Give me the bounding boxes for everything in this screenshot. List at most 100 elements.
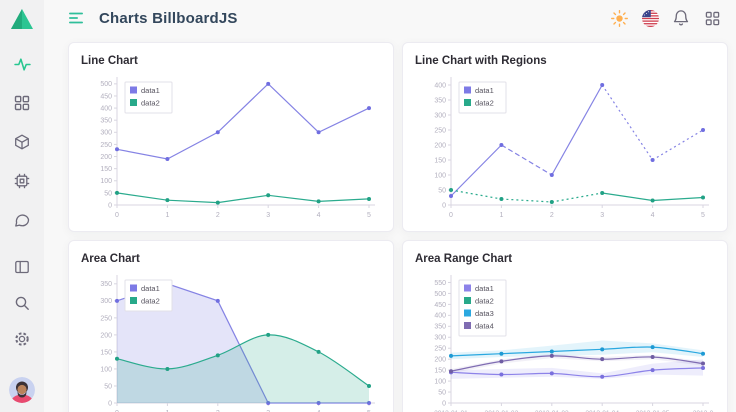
svg-text:350: 350 [100, 281, 112, 288]
svg-text:3: 3 [266, 212, 270, 219]
sidebar-item-charts[interactable] [13, 55, 31, 73]
svg-text:data3: data3 [475, 309, 494, 318]
sidebar-item-dashboard[interactable] [13, 94, 31, 112]
svg-text:50: 50 [104, 383, 112, 390]
activity-icon [13, 57, 31, 71]
svg-text:2013-0: 2013-0 [693, 410, 714, 412]
chart-area: 0 50 100 150 200 250 300 350 400 450 500 0 1 2 3 4 5 data… [81, 73, 381, 223]
avatar-image [9, 377, 35, 403]
sun-icon [610, 9, 628, 27]
svg-text:2013-01-01: 2013-01-01 [434, 410, 468, 412]
sidebar-item-search[interactable] [13, 294, 31, 312]
svg-text:150: 150 [100, 349, 112, 356]
svg-text:200: 200 [434, 142, 446, 149]
svg-text:0: 0 [442, 400, 446, 407]
chart-legend[interactable]: data1 data2 data3 data4 [458, 279, 507, 337]
charts-grid: Line Chart 0 50 100 150 200 250 300 350 400 450 50… [44, 36, 736, 412]
series-data2 [115, 332, 371, 403]
header-actions [610, 9, 721, 27]
theme-toggle-button[interactable] [610, 9, 628, 27]
svg-text:5: 5 [701, 212, 705, 219]
sidebar-nav [13, 55, 31, 229]
svg-text:100: 100 [434, 378, 446, 385]
line-regions-chart-canvas[interactable]: 0 50 100 150 200 250 300 350 400 0 1 2 3 4 5 data1 data2 [415, 73, 715, 223]
svg-text:50: 50 [438, 389, 446, 396]
svg-text:350: 350 [100, 118, 112, 125]
svg-text:4: 4 [317, 410, 321, 412]
chart-axes: 0 50 100 150 200 250 300 350 400 0 1 2 3 4 5 [434, 77, 709, 219]
cpu-icon [14, 173, 30, 189]
svg-text:2013-01-03: 2013-01-03 [535, 410, 569, 412]
svg-text:100: 100 [100, 366, 112, 373]
svg-text:300: 300 [100, 130, 112, 137]
svg-text:3: 3 [266, 410, 270, 412]
svg-text:350: 350 [434, 97, 446, 104]
hamburger-menu-button[interactable] [68, 10, 84, 26]
header: Charts BillboardJS [44, 0, 736, 36]
us-flag-icon [641, 9, 659, 27]
svg-text:150: 150 [100, 166, 112, 173]
sidebar-item-settings[interactable] [13, 330, 31, 348]
chart-title: Line Chart with Regions [415, 55, 547, 67]
sidebar-item-layout[interactable] [13, 258, 31, 276]
apps-menu-button[interactable] [703, 9, 721, 27]
svg-text:2: 2 [216, 410, 220, 412]
svg-text:2: 2 [550, 212, 554, 219]
svg-text:2013-01-05: 2013-01-05 [636, 410, 670, 412]
svg-text:2: 2 [216, 212, 220, 219]
svg-text:200: 200 [434, 357, 446, 364]
chart-area: 0 50 100 150 200 250 300 350 400 450 500 550 2013-01… [415, 271, 715, 412]
search-icon [15, 296, 29, 310]
notifications-button[interactable] [672, 9, 690, 27]
user-avatar[interactable] [9, 377, 35, 403]
chart-card-line: Line Chart 0 50 100 150 200 250 300 350 400 450 50… [68, 42, 394, 232]
svg-text:50: 50 [104, 190, 112, 197]
area-chart-canvas[interactable]: 0 50 100 150 200 250 300 350 0 1 2 3 4 5 data1 data2 [81, 271, 381, 412]
svg-text:1: 1 [165, 212, 169, 219]
sidebar [0, 0, 44, 412]
chart-legend[interactable]: data1 data2 [458, 81, 507, 114]
app-logo[interactable] [10, 8, 34, 30]
svg-text:0: 0 [442, 202, 446, 209]
svg-text:0: 0 [108, 202, 112, 209]
chart-card-area: Area Chart 0 50 100 150 200 250 300 350 0 1 2 3 4 5 da… [68, 240, 394, 412]
series-data1 [449, 83, 705, 198]
svg-text:0: 0 [115, 410, 119, 412]
line-chart-canvas[interactable]: 0 50 100 150 200 250 300 350 400 450 500 0 1 2 3 4 5 data… [81, 73, 381, 223]
svg-text:data1: data1 [141, 86, 160, 95]
apps-grid-icon [705, 11, 719, 25]
language-button[interactable] [641, 9, 659, 27]
chart-area: 0 50 100 150 200 250 300 350 400 0 1 2 3 4 5 data1 data2 [415, 73, 715, 223]
chart-legend[interactable]: data1 data2 [124, 279, 173, 312]
svg-text:150: 150 [434, 157, 446, 164]
message-circle-icon [15, 214, 30, 227]
svg-text:100: 100 [434, 172, 446, 179]
sidebar-bottom-nav [9, 258, 35, 403]
svg-text:400: 400 [434, 82, 446, 89]
series-data4 [449, 353, 705, 374]
svg-text:500: 500 [434, 291, 446, 298]
svg-text:5: 5 [367, 212, 371, 219]
chart-area: 0 50 100 150 200 250 300 350 0 1 2 3 4 5 data1 data2 [81, 271, 381, 412]
chart-card-line-regions: Line Chart with Regions 0 50 100 150 200 250 3… [402, 42, 728, 232]
chart-legend[interactable]: data1 data2 [124, 81, 173, 114]
sidebar-item-chat[interactable] [13, 211, 31, 229]
chart-title: Area Range Chart [415, 253, 513, 265]
svg-text:2013-01-04: 2013-01-04 [585, 410, 619, 412]
svg-text:data2: data2 [141, 99, 160, 108]
svg-text:0: 0 [108, 400, 112, 407]
sidebar-item-system[interactable] [13, 172, 31, 190]
area-range-chart-canvas[interactable]: 0 50 100 150 200 250 300 350 400 450 500 550 2013-01… [415, 271, 715, 412]
svg-text:0: 0 [115, 212, 119, 219]
bell-icon [673, 10, 689, 26]
sidebar-item-components[interactable] [13, 133, 31, 151]
svg-text:300: 300 [434, 112, 446, 119]
svg-text:200: 200 [100, 154, 112, 161]
svg-text:250: 250 [100, 315, 112, 322]
chart-card-area-range: Area Range Chart 0 50 100 150 200 250 300 350 40… [402, 240, 728, 412]
chart-title: Line Chart [81, 55, 138, 67]
svg-text:4: 4 [317, 212, 321, 219]
svg-text:550: 550 [434, 280, 446, 287]
svg-text:1: 1 [499, 212, 503, 219]
